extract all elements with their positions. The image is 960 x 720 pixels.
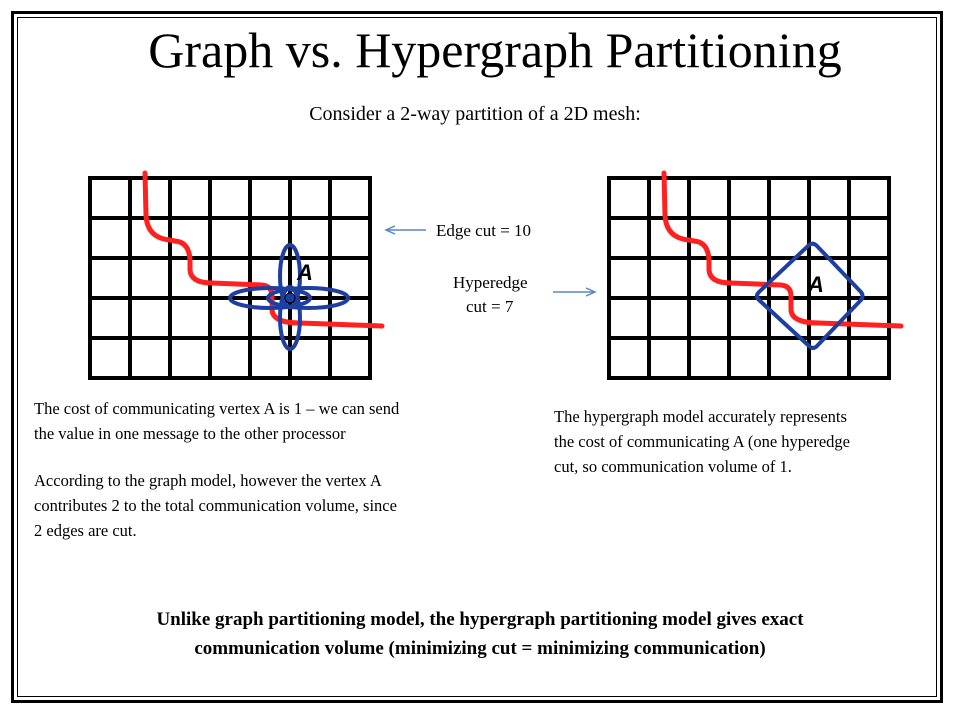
slide-title: Graph vs. Hypergraph Partitioning <box>148 22 842 78</box>
slide-border-inner <box>17 17 937 697</box>
left-explanation: The cost of communicating vertex A is 1 … <box>34 396 524 543</box>
graph-edges-at-vertex-a <box>228 243 350 351</box>
vertex-a-label-left: A <box>297 260 313 285</box>
edge-cut-label: Edge cut = 10 <box>436 221 532 240</box>
left-para2-line2: contributes 2 to the total communication… <box>34 496 397 515</box>
left-para1-line2: the value in one message to the other pr… <box>34 424 346 443</box>
right-arrow-icon <box>553 287 597 297</box>
left-para1-line1: The cost of communicating vertex A is 1 … <box>34 399 400 418</box>
right-line2: the cost of communicating A (one hypered… <box>554 432 851 451</box>
conclusion-line1: Unlike graph partitioning model, the hyp… <box>156 609 804 630</box>
hyperedge-cut-label-line1: Hyperedge <box>453 273 528 292</box>
left-arrow-icon <box>384 225 426 235</box>
vertex-a-label-right: A <box>808 272 824 297</box>
conclusion-text: Unlike graph partitioning model, the hyp… <box>40 605 920 663</box>
right-explanation: The hypergraph model accurately represen… <box>554 404 944 479</box>
conclusion-line2: communication volume (minimizing cut = m… <box>194 638 766 659</box>
slide-subtitle: Consider a 2-way partition of a 2D mesh: <box>309 103 641 125</box>
slide-border-outer <box>11 11 943 703</box>
vertex-a-node <box>284 292 296 304</box>
left-para2-line1: According to the graph model, however th… <box>34 471 382 490</box>
right-mesh-grid <box>607 176 891 380</box>
left-mesh-grid <box>88 176 372 380</box>
left-partition-cut <box>142 170 385 329</box>
left-para2-line3: 2 edges are cut. <box>34 521 137 540</box>
right-line1: The hypergraph model accurately represen… <box>554 407 847 426</box>
hyperedge-at-vertex-a <box>755 241 865 350</box>
right-partition-cut <box>661 170 904 329</box>
hyperedge-cut-label-line2: cut = 7 <box>466 297 514 316</box>
right-line3: cut, so communication volume of 1. <box>554 457 792 476</box>
